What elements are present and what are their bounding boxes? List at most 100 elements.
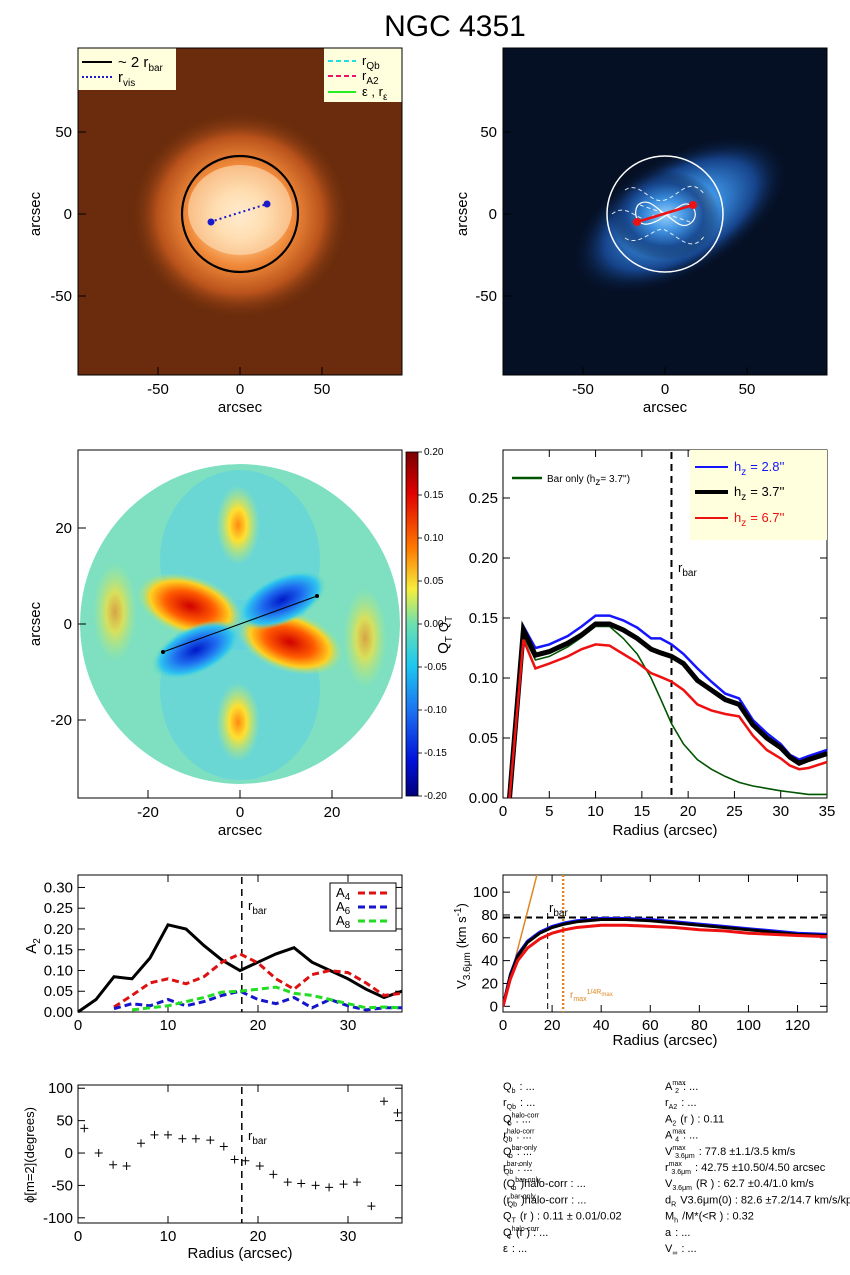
panel1-xtick: -50 [147,381,169,398]
y-tick-label: 50 [56,1113,73,1130]
bar-end-marker [161,650,165,654]
series-line-hz67 [508,639,828,799]
series-line-v-hz67 [503,923,827,1007]
y-tick-label: 0.25 [469,490,498,507]
panel7-frame [77,1084,403,1224]
phase-point [311,1181,320,1190]
y-tick-label: 0 [65,1145,73,1162]
phase-point [150,1130,159,1139]
y-tick-label: 40 [481,953,498,970]
galaxy-core [610,170,720,260]
y-tick-label: 0.20 [469,550,498,567]
panel5-ticks: 0 10 20 30 0.00 0.05 0.10 0.15 0.20 0.25 0.30 [44,875,402,1034]
panel1-ylabel: arcsec [27,191,44,236]
bar-axis-line [636,203,694,224]
legend-label-bar-only: Bar only (hz= 3.7'') [547,474,630,488]
x-tick-label: 30 [340,1228,357,1245]
info-line: rA2: ... [665,1097,697,1111]
y-tick-label: 0.00 [469,790,498,807]
info-line: (Qbar-only b)halo-corr : ... [503,1177,586,1192]
panel3-xtick: -20 [137,804,159,821]
x-tick-label: 40 [593,1017,610,1034]
panel4-lines [507,452,828,799]
phase-point [380,1097,388,1106]
panel3-xtick: 20 [324,804,341,821]
phase-point [269,1170,278,1179]
legend-label-hz37: hz = 3.7'' [734,484,784,503]
x-tick-label: 80 [691,1017,708,1034]
legend-label-a4: A4 [336,885,351,903]
info-line: (rbar-only Qb)halo-corr : ... [503,1193,586,1208]
x-tick-label: 10 [160,1228,177,1245]
info-line: QT (r ) : 0.11 ± 0.01/0.02 [503,1211,622,1225]
legend-label-rqb: rQb [362,53,380,72]
y-tick-label: 100 [473,884,498,901]
bar-axis-line [162,595,318,653]
panel4-ylabel: QT [435,636,455,654]
panel4-legend-box [690,450,827,540]
y-tick-label: 0.05 [44,983,73,1000]
info-line: dR V3.6μm(0) : 82.6 ±7.2/14.7 km/s/kpc [665,1194,850,1208]
info-line: Qbar-only b: ... [503,1145,537,1160]
panel7-ylabel: ϕ[m=2](degrees) [22,1107,37,1203]
panel5-frame [77,874,403,1013]
colorbar-tick-label: 0.10 [424,533,444,544]
info-line: Amax 2: ... [665,1080,698,1095]
panel5-rbar-label: rbar [248,898,267,917]
panel1-ytick: 50 [55,124,72,141]
y-tick-label: 0 [490,998,498,1015]
panel3-ylabel: arcsec [27,601,44,646]
panel-qt-map: -20 0 20 20 0 -20 arcsec arcsec 0.20 0.15… [27,447,455,839]
series-line-hz37 [507,620,828,799]
x-tick-label: 10 [160,1017,177,1034]
series-line-v-hz37 [503,918,827,1007]
panel5-lines [77,877,403,1014]
phase-point [283,1178,292,1187]
phase-point [255,1161,264,1170]
panel1-xlabel: arcsec [218,399,263,416]
info-line: rhalo-corr Qb: ... [503,1129,535,1144]
x-tick-label: 120 [785,1017,810,1034]
info-line: V3.6μm (R ) : 62.7 ±0.4/1.0 km/s [665,1178,814,1192]
x-tick-label: 30 [772,803,789,820]
bar-radius-circle [606,155,724,273]
colorbar-tick-label: -0.10 [424,705,447,716]
y-tick-label: 0.05 [469,730,498,747]
info-right-column: Amax 2: ... rA2: ... A2 (r ) : 0.11 Amax 4: ..… [665,1080,850,1257]
info-line: Amax 4: ... [665,1129,698,1144]
series-line-a4 [113,952,403,1009]
legend-label-rvis: rvis [118,69,135,89]
panel4-xlabel: Radius (arcsec) [612,822,717,839]
y-tick-label: -50 [51,1177,73,1194]
colorbar-tick-label: -0.15 [424,748,447,759]
panel7-ticks: 0 10 20 30 -100 -50 0 50 100 [43,1080,402,1245]
series-line-bar-only [508,625,827,799]
y-tick-label: 0.10 [44,962,73,979]
phase-point [367,1202,376,1211]
panel6-xlabel: Radius (arcsec) [612,1032,717,1049]
colorbar-label: QT [436,616,455,632]
legend-label-eps: ε , rε [362,84,388,103]
phase-point [219,1142,228,1151]
x-tick-label: 25 [726,803,743,820]
bar-radius-circle [180,154,300,274]
phase-point [325,1183,334,1192]
series-line-a8 [131,985,403,1012]
colorbar-ticks: 0.20 0.15 0.10 0.05 0.00 -0.05 -0.10 -0.15 -0.20 [418,447,447,802]
panel2-ticks [503,131,748,375]
panel1-ytick: 0 [64,206,72,223]
panel3-ytick: 20 [55,520,72,537]
y-tick-label: 0.20 [44,921,73,938]
panel-image-orange: ~ 2 rbar rvis rQb rA2 ε , rε -50 0 50 50… [27,47,403,416]
x-tick-label: 30 [340,1017,357,1034]
panel6-frame [502,874,828,1013]
phase-point [109,1160,118,1169]
phase-point [80,1124,89,1133]
info-line: V∞: ... [665,1243,697,1257]
info-line: Qb: ... [503,1081,535,1095]
colorbar-tick-label: 0.20 [424,447,444,458]
info-line: Mh/M*(<R ) : 0.32 [665,1211,754,1225]
legend-label-hz28: hz = 2.8'' [734,459,784,478]
colorbar-tick-label: 0.00 [424,619,444,630]
